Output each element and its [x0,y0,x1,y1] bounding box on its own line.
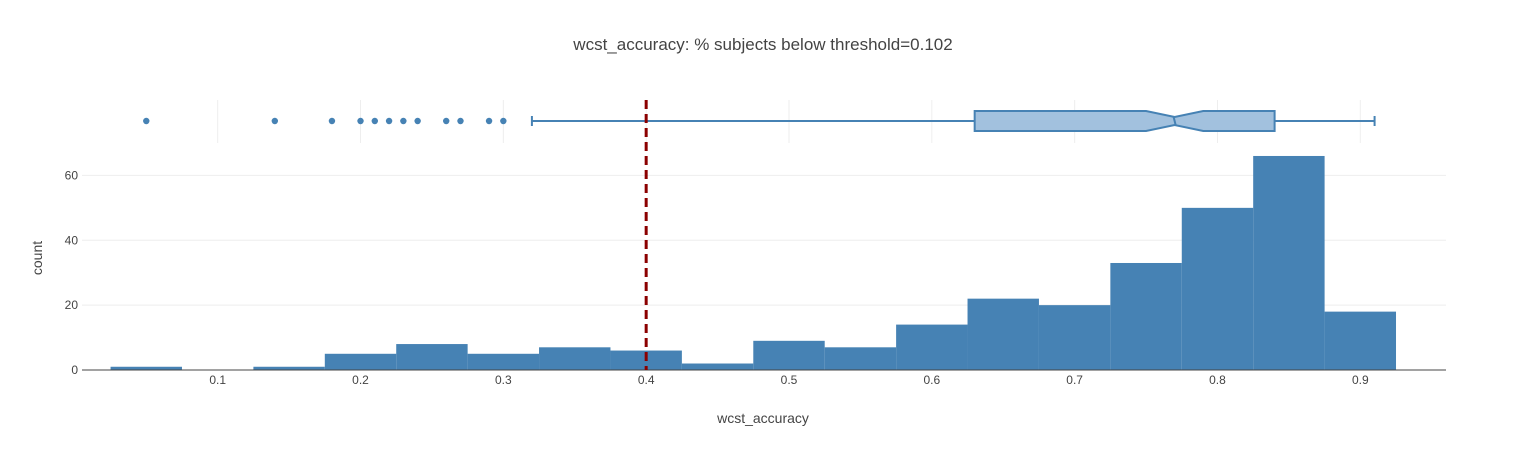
outlier-point [385,117,393,125]
x-tick-label: 0.3 [495,373,512,387]
notched-box [973,110,1276,132]
y-tick-label: 60 [65,168,79,182]
median-line [1172,116,1177,126]
outlier-point [414,117,421,125]
histogram-bar [1324,311,1397,370]
histogram-bar [824,347,897,370]
outlier-point [328,117,336,125]
histogram-bar [253,366,325,370]
x-tick-label: 0.4 [638,373,655,387]
histogram-bar [896,324,968,370]
bars-layer [110,155,1397,370]
outlier-point [271,117,279,125]
outlier-point [485,117,493,125]
x-tick-label: 0.9 [1352,373,1369,387]
histogram-bar [1253,155,1325,370]
histogram-bar [539,347,611,370]
y-tick-label: 0 [71,363,78,377]
chart-title: wcst_accuracy: % subjects below threshol… [572,35,952,54]
axis-layer: 0.1 0.2 0.3 0.4 0.5 0.6 0.7 0.8 0.9 0 20 40 60 [65,168,1446,387]
outlier-point [500,117,507,125]
histogram-bar [324,353,397,370]
histogram-bar [1038,305,1111,370]
outlier-point [443,117,450,125]
x-tick-label: 0.8 [1209,373,1226,387]
x-tick-label: 0.5 [781,373,798,387]
outlier-point [143,117,150,125]
histogram-bar [110,366,182,370]
y-axis-title: count [29,241,45,275]
outlier-point [400,117,407,125]
histogram-bar [396,344,468,370]
histogram-bar [967,298,1039,370]
y-tick-label: 20 [65,298,79,312]
outlier-point [357,117,364,125]
histogram-bar [753,340,825,370]
outlier-point [371,117,378,125]
x-tick-label: 0.6 [923,373,940,387]
histogram-bar [467,353,540,370]
x-axis-title: wcst_accuracy [716,410,809,426]
y-tick-label: 40 [65,233,79,247]
x-tick-label: 0.7 [1066,373,1083,387]
x-tick-label: 0.2 [352,373,369,387]
x-tick-label: 0.1 [209,373,226,387]
outlier-point [457,117,464,125]
histogram-bar [681,363,754,370]
histogram-bar [1110,262,1182,370]
box-plot [143,110,1376,132]
histogram-bar [1181,207,1254,370]
